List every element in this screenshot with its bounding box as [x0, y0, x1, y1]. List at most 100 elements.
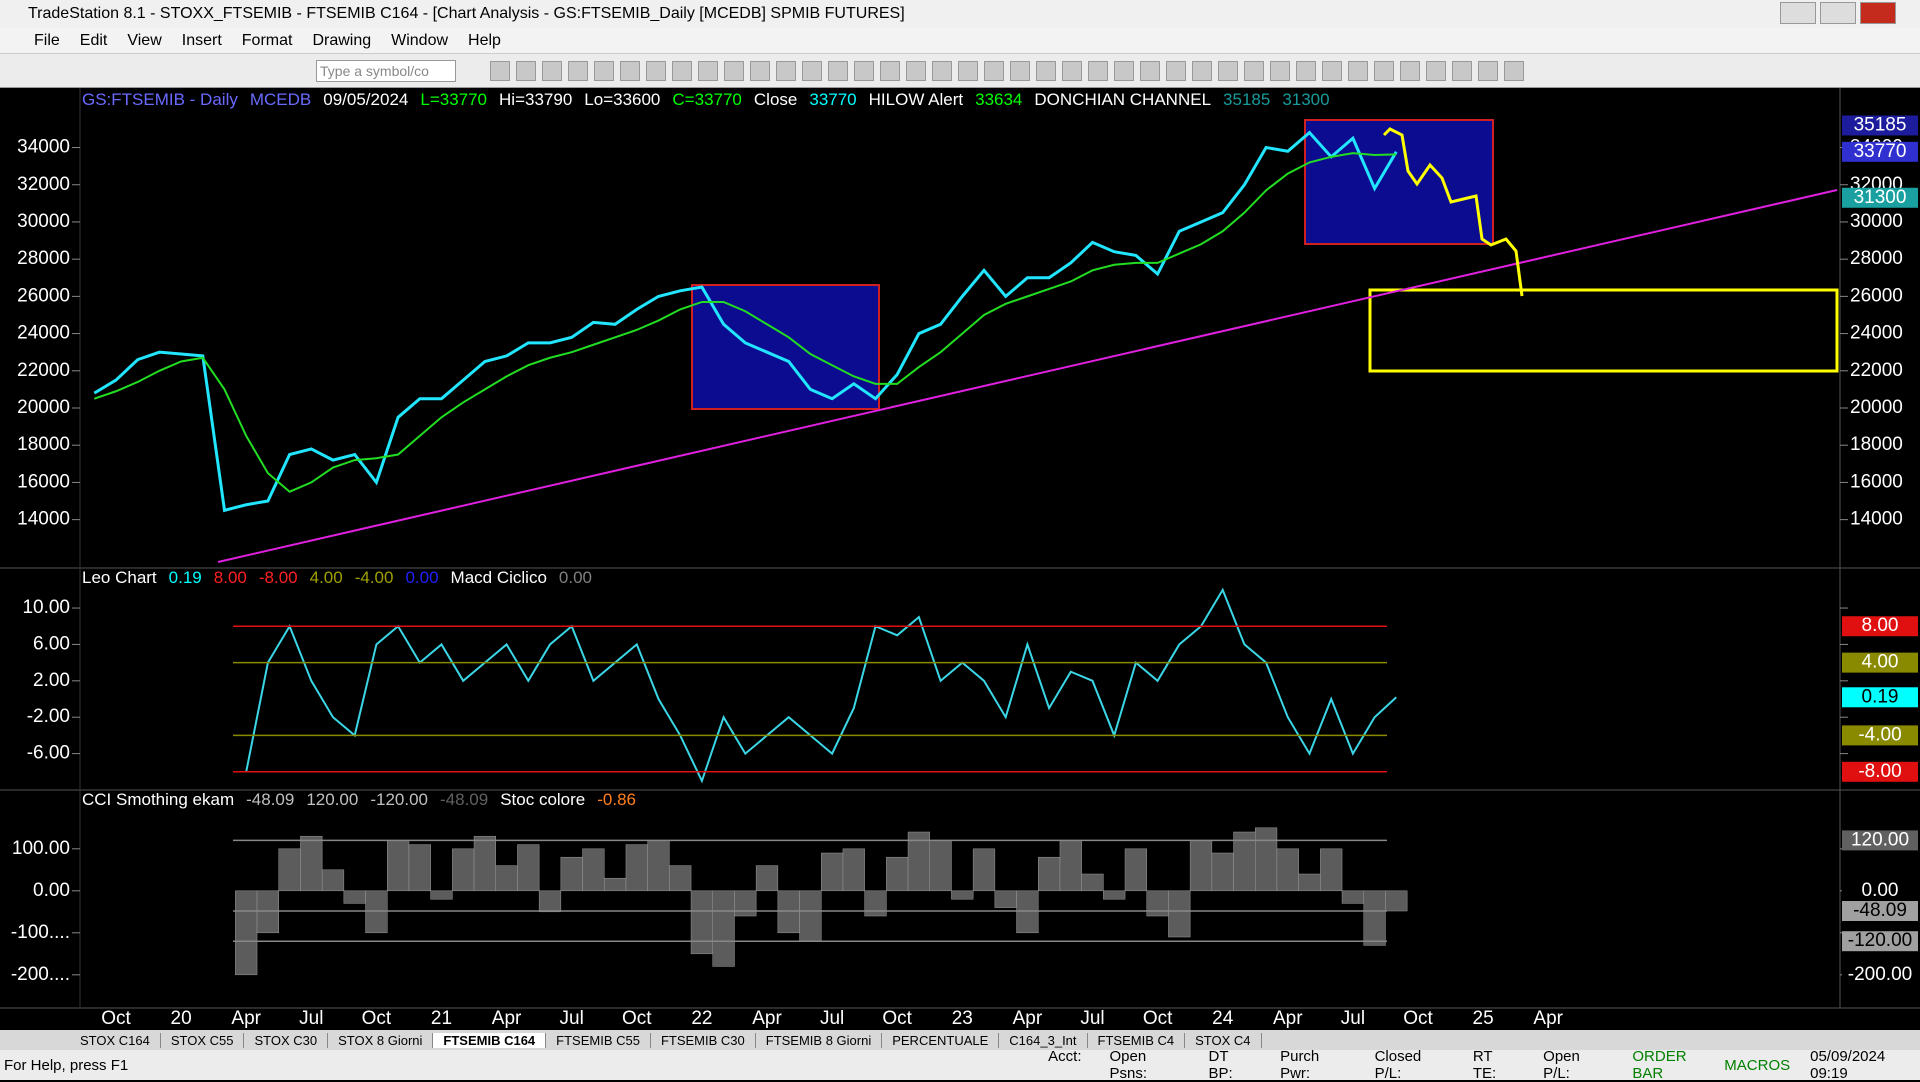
order-bar[interactable]: ORDER BAR — [1632, 1048, 1687, 1082]
toolbar-button[interactable] — [1296, 60, 1316, 81]
toolbar-button[interactable] — [1114, 60, 1134, 81]
toolbar-button[interactable] — [958, 60, 978, 81]
toolbar-button[interactable] — [1218, 60, 1238, 81]
tab[interactable]: STOX 8 Giorni — [328, 1032, 434, 1048]
y-tick-label: 30000 — [17, 211, 70, 232]
toolbar-button[interactable] — [1140, 60, 1160, 81]
drawing-box[interactable] — [1304, 119, 1494, 245]
status-field: DT BP: — [1208, 1048, 1233, 1082]
toolbar-button[interactable] — [1166, 60, 1186, 81]
maximize-button[interactable] — [1820, 2, 1856, 24]
y-tick-label: -100.... — [11, 922, 70, 943]
tab[interactable]: FTSEMIB 8 Giorni — [756, 1032, 883, 1048]
menu-item[interactable]: File — [34, 31, 60, 49]
tab[interactable]: STOX C164 — [70, 1032, 161, 1048]
y-tick-label: -6.00 — [27, 743, 70, 764]
symbol-input[interactable]: Type a symbol/co — [316, 60, 456, 82]
toolbar-button[interactable] — [724, 60, 744, 81]
toolbar-button[interactable] — [646, 60, 666, 81]
menu-item[interactable]: Format — [241, 31, 293, 49]
histogram-bar — [1341, 890, 1365, 904]
toolbar-button[interactable] — [984, 60, 1004, 81]
toolbar-button[interactable] — [932, 60, 952, 81]
toolbar-button[interactable] — [1244, 60, 1264, 81]
histogram-bar — [495, 865, 518, 892]
toolbar-button[interactable] — [1400, 60, 1420, 81]
toolbar-button[interactable] — [1270, 60, 1290, 81]
y-tick-label: 22000 — [17, 360, 70, 381]
tab[interactable]: C164_3_Int — [999, 1032, 1088, 1048]
value-tag — [1842, 964, 1918, 985]
histogram-bar — [1320, 848, 1343, 892]
menu-item[interactable]: Insert — [181, 31, 222, 49]
toolbar-button[interactable] — [490, 60, 510, 81]
value-tag-label: 120.00 — [1851, 829, 1909, 850]
histogram-bar — [473, 835, 496, 892]
menu-item[interactable]: Help — [468, 31, 501, 49]
toolbar-button[interactable] — [1088, 60, 1108, 81]
toolbar-button[interactable] — [568, 60, 588, 81]
drawing-box[interactable] — [691, 284, 880, 410]
tab[interactable]: FTSEMIB C164 — [433, 1032, 547, 1048]
toolbar-button[interactable] — [750, 60, 770, 81]
value-tag-label: 0.19 — [1862, 686, 1899, 707]
tab[interactable]: FTSEMIB C30 — [651, 1032, 756, 1048]
header-item: -48.09 — [440, 790, 489, 809]
toolbar-button[interactable] — [594, 60, 614, 81]
title-bar: TradeStation 8.1 - STOXX_FTSEMIB - FTSEM… — [0, 0, 1920, 28]
histogram-bar — [321, 869, 345, 892]
menu-item[interactable]: Drawing — [312, 31, 372, 49]
macros[interactable]: MACROS — [1724, 1056, 1791, 1074]
trend-line[interactable] — [217, 189, 1838, 563]
tab[interactable]: PERCENTUALE — [882, 1032, 1000, 1048]
toolbar-button[interactable] — [620, 60, 640, 81]
toolbar-button[interactable] — [1452, 60, 1472, 81]
header-item: 8.00 — [213, 568, 247, 587]
toolbar-button[interactable] — [776, 60, 796, 81]
projection-path[interactable] — [1382, 127, 1524, 297]
toolbar-button[interactable] — [1426, 60, 1446, 81]
header-item: L=33770 — [420, 90, 488, 109]
status-field: Open P/L: — [1543, 1048, 1580, 1082]
toolbar-button[interactable] — [1192, 60, 1212, 81]
tab[interactable]: STOX C4 — [1185, 1032, 1262, 1048]
histogram-bar — [408, 844, 431, 892]
toolbar-button[interactable] — [1478, 60, 1498, 81]
menu-item[interactable]: View — [127, 31, 162, 49]
toolbar-button[interactable] — [1036, 60, 1056, 81]
tab[interactable]: STOX C55 — [161, 1032, 245, 1048]
y-tick-label: 100.00 — [12, 838, 70, 859]
histogram-bar — [842, 848, 865, 892]
menu-item[interactable]: Edit — [79, 31, 108, 49]
toolbar-button[interactable] — [802, 60, 822, 81]
toolbar-button[interactable] — [1062, 60, 1082, 81]
toolbar-button[interactable] — [828, 60, 848, 81]
toolbar-button[interactable] — [1374, 60, 1394, 81]
toolbar-button[interactable] — [672, 60, 692, 81]
toolbar-button[interactable] — [1010, 60, 1030, 81]
toolbar-button[interactable] — [542, 60, 562, 81]
close-button[interactable] — [1860, 2, 1896, 24]
histogram-bar — [1081, 873, 1104, 892]
tab[interactable]: STOX C30 — [244, 1032, 329, 1048]
toolbar-button[interactable] — [1504, 60, 1524, 81]
toolbar-button[interactable] — [906, 60, 926, 81]
drawing-box[interactable] — [1368, 288, 1839, 373]
minimize-button[interactable] — [1780, 2, 1816, 24]
header-item: Hi=33790 — [499, 90, 573, 109]
toolbar-button[interactable] — [698, 60, 718, 81]
histogram-bar — [972, 848, 996, 892]
toolbar-button[interactable] — [1348, 60, 1368, 81]
toolbar-button[interactable] — [1322, 60, 1342, 81]
tab[interactable]: FTSEMIB C55 — [546, 1032, 651, 1048]
x-tick-label: 20 — [171, 1008, 192, 1029]
toolbar-button[interactable] — [516, 60, 536, 81]
histogram-bar — [1211, 852, 1234, 892]
value-tag-label: -48.09 — [1853, 900, 1907, 921]
toolbar-button[interactable] — [880, 60, 900, 81]
histogram-bar — [300, 835, 323, 892]
x-tick-label: Oct — [1403, 1008, 1433, 1029]
tab[interactable]: FTSEMIB C4 — [1088, 1032, 1186, 1048]
toolbar-button[interactable] — [854, 60, 874, 81]
menu-item[interactable]: Window — [391, 31, 449, 49]
